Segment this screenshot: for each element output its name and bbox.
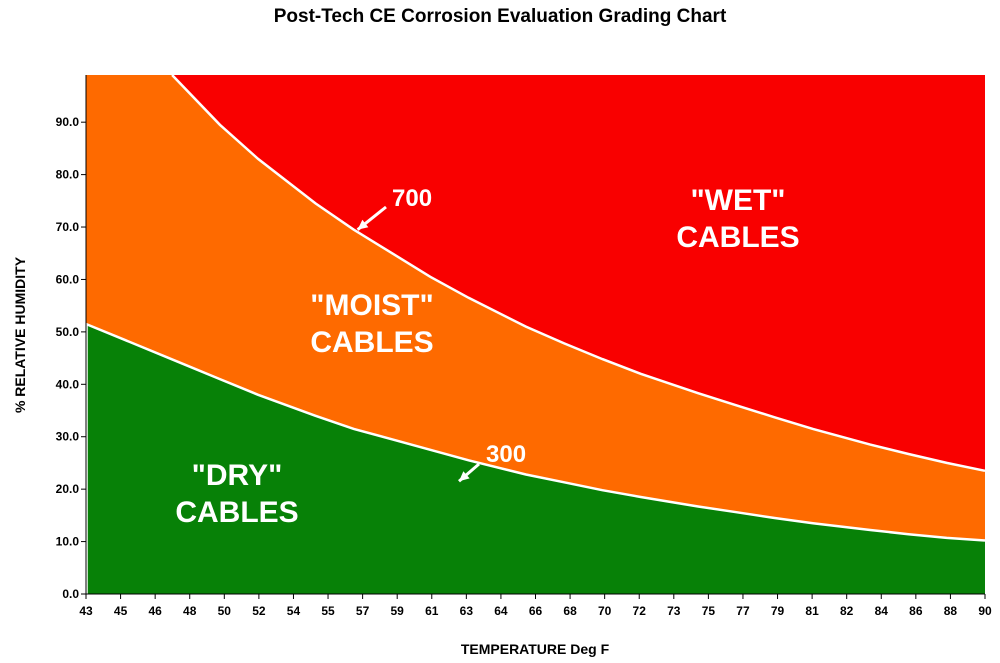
dry-label-line-1: "DRY"	[192, 459, 283, 492]
y-tick-label: 0.0	[62, 587, 79, 601]
x-tick-label: 64	[494, 604, 508, 618]
x-tick-label: 55	[321, 604, 335, 618]
x-tick-label: 54	[287, 604, 301, 618]
chart-title: Post-Tech CE Corrosion Evaluation Gradin…	[274, 6, 727, 27]
y-tick-label: 30.0	[56, 430, 80, 444]
x-tick-label: 88	[944, 604, 958, 618]
curve-300	[85, 322, 986, 542]
x-tick-label: 86	[909, 604, 923, 618]
annotation-700-arrowhead	[357, 219, 369, 230]
y-tick-label: 20.0	[56, 482, 80, 496]
x-tick-label: 72	[633, 604, 647, 618]
x-tick-label: 52	[252, 604, 266, 618]
annotation-300-label: 300	[486, 441, 526, 468]
x-tick-label: 82	[840, 604, 854, 618]
y-axis: 0.0 10.0 20.0 30.0 40.0 50.0 60.0 70.0 80.0 90.0	[56, 75, 87, 601]
y-tick-label: 40.0	[56, 377, 80, 391]
x-tick-label: 59	[391, 604, 405, 618]
x-tick-label: 90	[978, 604, 992, 618]
x-tick-label: 81	[805, 604, 819, 618]
plot-area: "DRY" CABLES "MOIST" CABLES "WET" CABLES 700 30…	[85, 74, 986, 594]
wet-label-line-1: "WET"	[690, 184, 785, 217]
moist-label-line-2: CABLES	[310, 326, 433, 359]
x-tick-label: 77	[736, 604, 750, 618]
annotation-300-arrowhead	[458, 471, 470, 482]
wet-label-line-2: CABLES	[676, 221, 799, 254]
x-tick-label: 50	[218, 604, 232, 618]
x-axis-title: TEMPERATURE Deg F	[461, 641, 610, 657]
x-tick-label: 68	[563, 604, 577, 618]
y-tick-label: 60.0	[56, 272, 80, 286]
annotation-700-label: 700	[392, 185, 432, 212]
x-tick-label: 73	[667, 604, 681, 618]
x-axis: 43 45 46 48 50 52 54 55 57 59 61 63 64 66 68 70 72 73 75 77…	[79, 593, 992, 618]
y-tick-label: 70.0	[56, 220, 80, 234]
y-tick-label: 50.0	[56, 325, 80, 339]
x-tick-label: 45	[114, 604, 128, 618]
x-tick-label: 48	[183, 604, 197, 618]
y-axis-title: % RELATIVE HUMIDITY	[12, 256, 28, 413]
y-tick-label: 10.0	[56, 535, 80, 549]
x-tick-label: 79	[771, 604, 785, 618]
x-tick-label: 84	[875, 604, 889, 618]
x-tick-label: 43	[79, 604, 93, 618]
x-tick-label: 63	[460, 604, 474, 618]
curve-700	[171, 74, 986, 473]
y-tick-label: 80.0	[56, 168, 80, 182]
x-tick-label: 46	[148, 604, 162, 618]
y-tick-label: 90.0	[56, 115, 80, 129]
x-tick-label: 66	[529, 604, 543, 618]
moist-label-line-1: "MOIST"	[310, 289, 433, 322]
x-tick-label: 57	[356, 604, 370, 618]
dry-zone	[86, 324, 985, 594]
x-tick-label: 75	[702, 604, 716, 618]
x-tick-label: 70	[598, 604, 612, 618]
x-tick-label: 61	[425, 604, 439, 618]
dry-label-line-2: CABLES	[175, 496, 298, 529]
